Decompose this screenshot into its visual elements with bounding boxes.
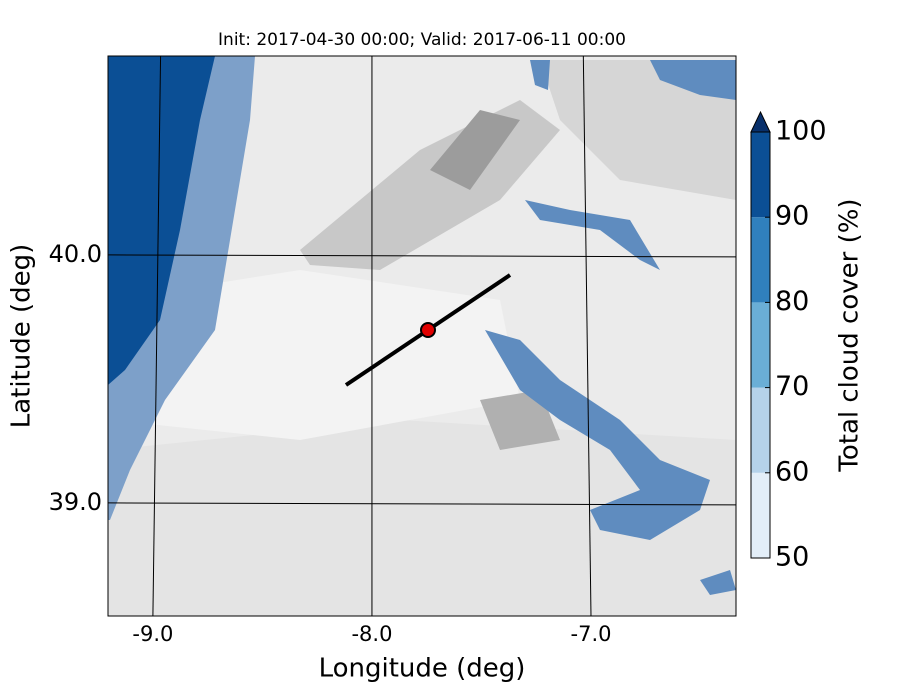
terrain (108, 420, 736, 616)
mountains (540, 60, 736, 200)
x-tick-label: -9.0 (132, 622, 173, 646)
colorbar-band (751, 217, 770, 303)
colorbar-tick-label: 100 (775, 116, 827, 147)
y-axis-label: Latitude (deg) (7, 244, 37, 429)
colorbar-tick-label: 50 (775, 542, 809, 573)
x-tick-label: -7.0 (571, 622, 612, 646)
cloud-patch (700, 570, 736, 595)
latitude-line (107, 502, 737, 506)
mountains (430, 110, 520, 190)
colorbar-frame (750, 131, 771, 559)
colorbar-band (751, 302, 770, 388)
colorbar-band (751, 132, 770, 218)
x-axis-label: Longitude (deg) (319, 654, 526, 684)
longitude-line (152, 55, 162, 617)
title: Init: 2017-04-30 00:00; Valid: 2017-06-1… (218, 30, 626, 50)
colorbar: 50 60 70 80 90 100 (750, 110, 827, 573)
colorbar-band (751, 472, 770, 558)
longitude-line (582, 55, 592, 617)
colorbar-band (751, 387, 770, 473)
colorbar-label: Total cloud cover (%) (835, 198, 865, 472)
location-marker (420, 322, 436, 338)
cloud-90-100 (108, 56, 215, 385)
latitude-line (107, 254, 737, 258)
cloud-streak (485, 330, 710, 540)
map-frame (107, 55, 737, 617)
colorbar-tick-label: 90 (775, 201, 809, 232)
colorbar-tick-label: 80 (775, 286, 809, 317)
y-tick-label: 40.0 (49, 240, 102, 268)
x-tick-label: -8.0 (351, 622, 392, 646)
map-image (108, 56, 736, 616)
graticule (107, 55, 737, 617)
colorbar-tick-label: 60 (775, 456, 809, 487)
y-tick-label: 39.0 (49, 488, 102, 516)
cloud-streak (525, 200, 660, 270)
colorbar-tick-label: 70 (775, 371, 809, 402)
colorbar-extend (750, 110, 771, 133)
cloud-patch (530, 60, 736, 100)
